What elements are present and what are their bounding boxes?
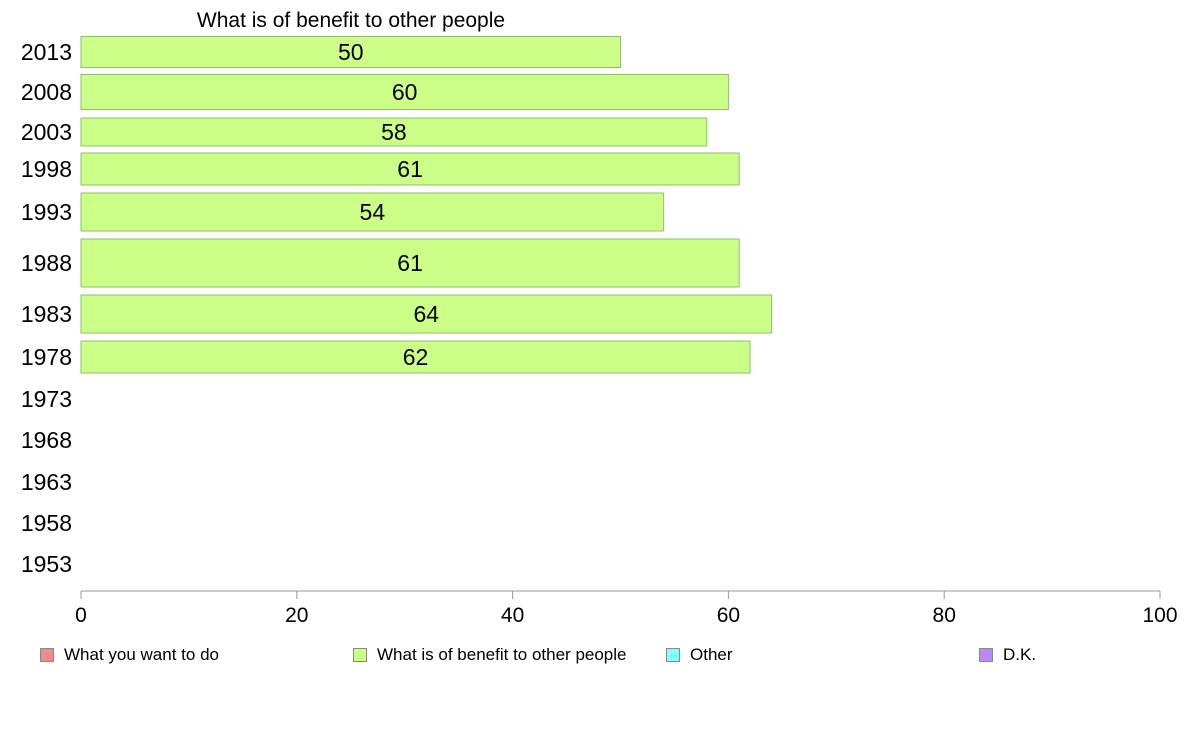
y-tick-label: 2003 bbox=[21, 119, 72, 145]
y-tick-label: 1978 bbox=[21, 344, 72, 370]
y-tick-label: 1968 bbox=[21, 427, 72, 453]
bar-value-label: 64 bbox=[413, 301, 439, 327]
y-tick-label: 1993 bbox=[21, 199, 72, 225]
legend-label-want: What you want to do bbox=[64, 645, 219, 664]
legend-item-dk: D.K. bbox=[979, 645, 1036, 665]
chart-title: What is of benefit to other people bbox=[197, 9, 505, 32]
y-tick-label: 1983 bbox=[21, 301, 72, 327]
x-tick-label: 40 bbox=[501, 604, 524, 627]
x-tick-label: 60 bbox=[717, 604, 740, 627]
y-tick-label: 2008 bbox=[21, 79, 72, 105]
bar-value-label: 61 bbox=[397, 250, 423, 276]
legend-swatch-dk bbox=[979, 648, 993, 662]
y-tick-label: 2013 bbox=[21, 39, 72, 65]
bar-value-label: 61 bbox=[397, 156, 423, 182]
bar-value-label: 50 bbox=[338, 39, 364, 65]
x-tick-label: 80 bbox=[933, 604, 956, 627]
y-tick-label: 1963 bbox=[21, 469, 72, 495]
bar bbox=[80, 238, 740, 288]
bar-value-label: 62 bbox=[403, 344, 429, 370]
y-tick-label: 1998 bbox=[21, 156, 72, 182]
bar bbox=[80, 36, 621, 68]
x-axis: 0 20 40 60 80 100 bbox=[75, 590, 1178, 627]
bar bbox=[80, 117, 708, 147]
bar-value-label: 54 bbox=[360, 199, 386, 225]
y-tick-label: 1953 bbox=[21, 551, 72, 577]
x-tick-label: 100 bbox=[1142, 604, 1177, 627]
bar bbox=[80, 294, 773, 334]
legend-label-dk: D.K. bbox=[1003, 645, 1037, 664]
bar bbox=[80, 340, 751, 374]
legend-swatch-benefit bbox=[353, 648, 367, 662]
legend-item-other: Other bbox=[666, 645, 733, 665]
legend-swatch-want bbox=[40, 648, 54, 662]
legend-item-benefit: What is of benefit to other people bbox=[353, 645, 627, 665]
legend-label-other: Other bbox=[690, 645, 733, 664]
y-tick-label: 1973 bbox=[21, 386, 72, 412]
bar bbox=[80, 192, 665, 232]
bar-value-label: 58 bbox=[381, 119, 407, 145]
y-tick-label: 1958 bbox=[21, 510, 72, 536]
y-tick-label: 1988 bbox=[21, 250, 72, 276]
x-tick-label: 20 bbox=[285, 604, 308, 627]
legend-label-benefit: What is of benefit to other people bbox=[377, 645, 627, 664]
legend: What you want to do What is of benefit t… bbox=[0, 645, 1188, 669]
bar bbox=[80, 152, 740, 186]
y-axis-labels: 2013 2008 2003 1998 1993 1988 1983 1978 1973 1968… bbox=[21, 39, 72, 577]
legend-swatch-other bbox=[666, 648, 680, 662]
bar bbox=[80, 74, 729, 110]
legend-item-want: What you want to do bbox=[40, 645, 219, 665]
x-tick-label: 0 bbox=[75, 604, 87, 627]
bars-group: 50 60 58 61 54 61 64 62 bbox=[80, 36, 773, 374]
bar-value-label: 60 bbox=[392, 79, 418, 105]
